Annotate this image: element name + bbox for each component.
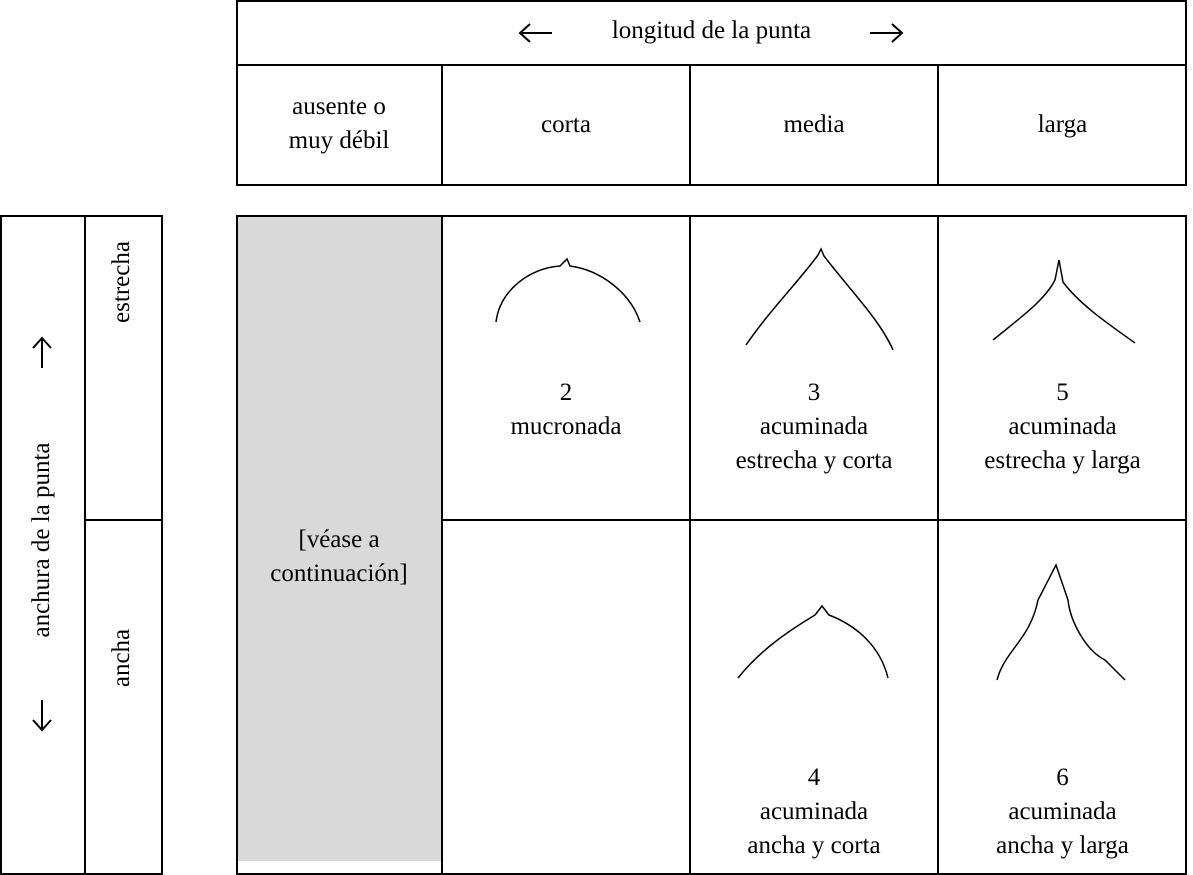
rule bbox=[441, 64, 443, 186]
rule bbox=[442, 519, 1187, 521]
line: acuminada bbox=[759, 413, 869, 440]
line: acuminada bbox=[1008, 798, 1117, 825]
leaf-tip bbox=[495, 257, 641, 323]
number: 3 bbox=[807, 379, 821, 406]
line: ausente o bbox=[292, 93, 386, 120]
column-header: ausente o muy débil bbox=[236, 90, 442, 158]
line: [véase a bbox=[298, 526, 380, 553]
number: 6 bbox=[1056, 764, 1069, 791]
leaf-tip bbox=[992, 259, 1136, 344]
leaf-tip bbox=[996, 563, 1126, 681]
line: muy débil bbox=[288, 127, 390, 154]
line: corta bbox=[541, 111, 591, 138]
line: larga bbox=[1037, 111, 1088, 138]
column-header: larga bbox=[938, 108, 1187, 142]
line: mucronada bbox=[510, 413, 622, 440]
cell-label: 6 acuminada ancha y larga bbox=[938, 761, 1187, 863]
arrow-up bbox=[32, 336, 52, 368]
placeholder: [véase a continuación] bbox=[236, 523, 442, 591]
arrow-left bbox=[518, 23, 552, 43]
line: estrecha y larga bbox=[984, 447, 1141, 474]
leaf-tip bbox=[737, 604, 889, 679]
cell-label: 2 mucronada bbox=[442, 376, 690, 444]
arrow-right bbox=[870, 23, 904, 43]
column-header: corta bbox=[442, 108, 690, 142]
line: acuminada bbox=[1008, 413, 1117, 440]
line: media bbox=[783, 111, 845, 138]
rule bbox=[937, 64, 939, 186]
length-title-text: longitud de la punta bbox=[611, 17, 812, 44]
length-table bbox=[236, 0, 1187, 186]
line: ancha y larga bbox=[996, 832, 1129, 859]
cell-label: 4 acuminada ancha y corta bbox=[690, 761, 938, 863]
line: acuminada bbox=[759, 798, 869, 825]
rule bbox=[236, 64, 1187, 66]
line: ancha y corta bbox=[747, 832, 881, 859]
cell-label: 3 acuminada estrecha y corta bbox=[690, 376, 938, 478]
placeholder-fill bbox=[237, 216, 442, 861]
number: 4 bbox=[807, 764, 821, 791]
rule bbox=[689, 64, 691, 186]
arrow-down bbox=[32, 700, 52, 732]
cell-label: 5 acuminada estrecha y larga bbox=[938, 376, 1187, 478]
number: 5 bbox=[1056, 379, 1069, 406]
line: continuación] bbox=[270, 560, 408, 587]
column-header: media bbox=[690, 108, 938, 142]
length-title: longitud de la punta bbox=[236, 14, 1187, 48]
line: estrecha y corta bbox=[735, 447, 893, 474]
number: 2 bbox=[559, 379, 573, 406]
rule bbox=[85, 519, 163, 521]
leaf-tip bbox=[745, 247, 894, 351]
